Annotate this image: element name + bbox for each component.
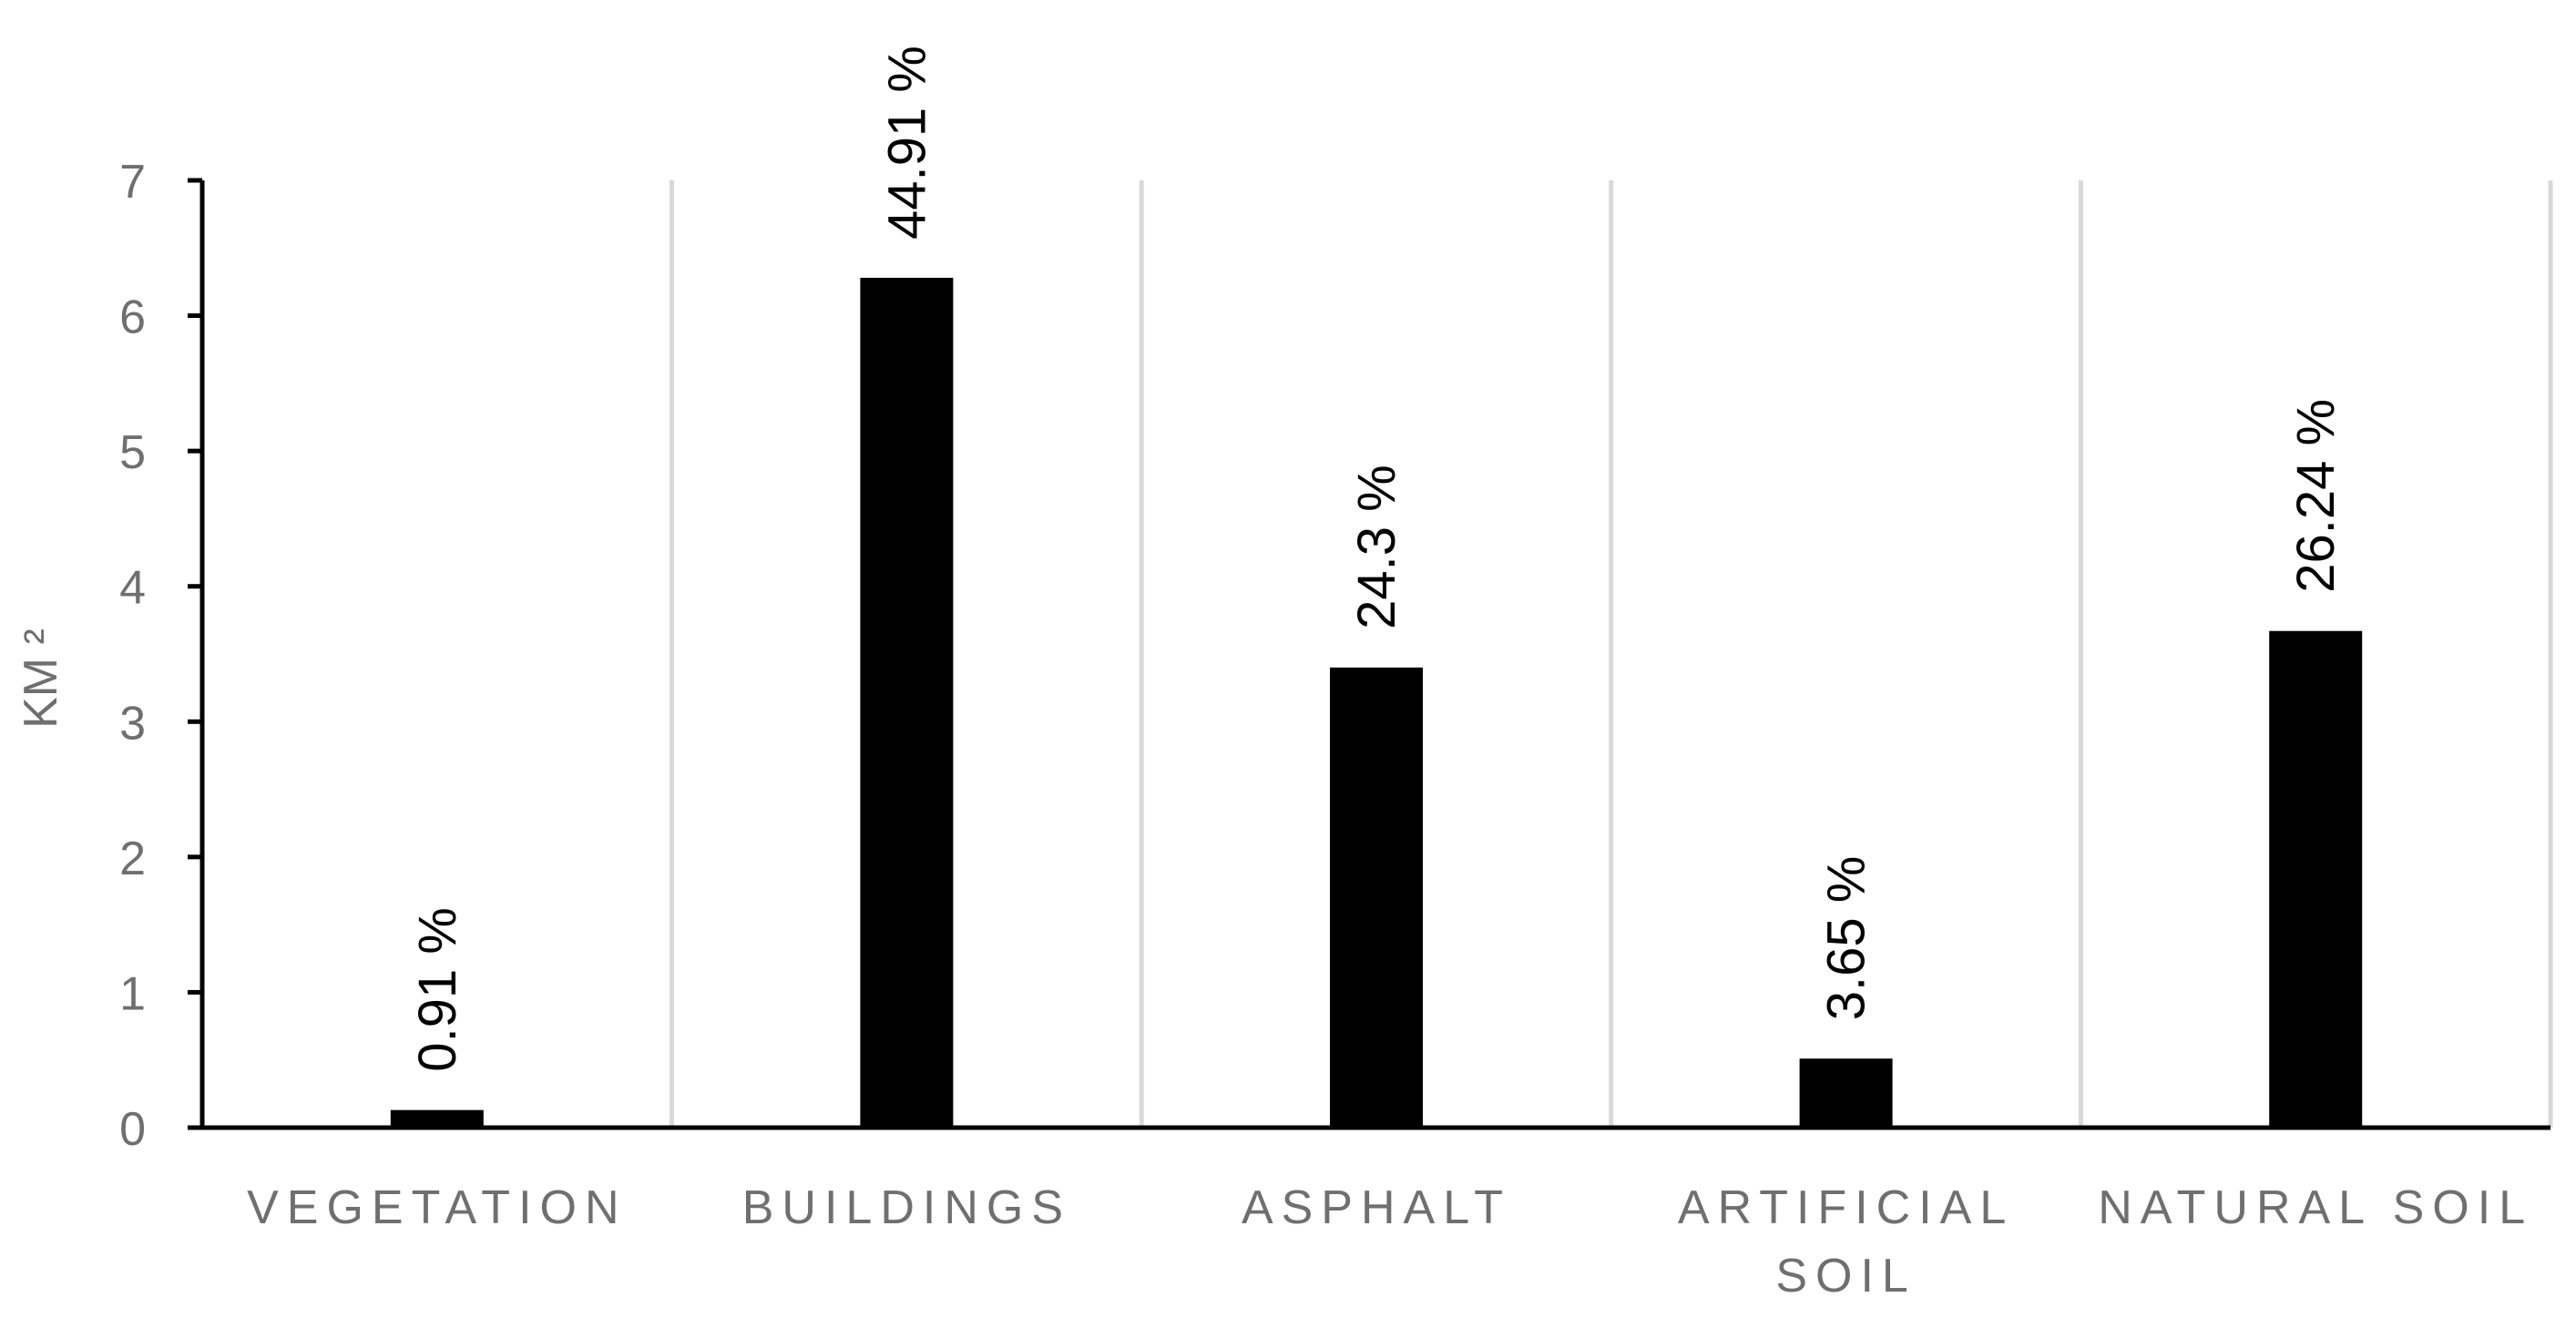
data-label: 24.3 % [1347, 465, 1406, 629]
y-tick-label: 4 [119, 562, 146, 615]
y-tick-label: 5 [119, 426, 146, 479]
bar-artificial-soil [1799, 1058, 1893, 1128]
y-tick-label: 6 [119, 291, 146, 344]
x-tick-label: ARTIFICIAL [1678, 1181, 2014, 1234]
x-tick-label: SOIL [1775, 1250, 1917, 1303]
y-tick-label: 7 [119, 156, 146, 209]
data-label: 44.91 % [877, 46, 936, 240]
category-separators [670, 180, 2553, 1128]
y-tick-label: 2 [119, 833, 146, 885]
data-labels: 0.91 % 44.91 % 24.3 % 3.65 % 26.24 % [408, 46, 2346, 1072]
y-axis-ticks: 0 1 2 3 4 5 6 7 [119, 156, 202, 1156]
x-tick-label: VEGETATION [247, 1181, 627, 1234]
bar-vegetation [390, 1109, 484, 1128]
bar-asphalt [1330, 667, 1423, 1128]
bar-buildings [860, 277, 954, 1128]
bars [390, 277, 2363, 1128]
x-axis-ticks: VEGETATION BUILDINGS ASPHALT ARTIFICIAL SOIL… [247, 1181, 2533, 1303]
data-label: 26.24 % [2286, 399, 2346, 593]
x-tick-label: BUILDINGS [742, 1181, 1071, 1234]
y-tick-label: 1 [119, 967, 146, 1020]
data-label: 0.91 % [408, 907, 467, 1072]
x-tick-label: ASPHALT [1242, 1181, 1511, 1234]
bar-natural-soil [2269, 630, 2363, 1128]
x-tick-label: NATURAL SOIL [2098, 1181, 2533, 1234]
y-tick-label: 3 [119, 697, 146, 750]
axes [199, 180, 2550, 1130]
y-tick-label: 0 [119, 1103, 146, 1156]
y-axis-label: KM ² [15, 628, 67, 729]
data-label: 3.65 % [1817, 856, 1876, 1021]
